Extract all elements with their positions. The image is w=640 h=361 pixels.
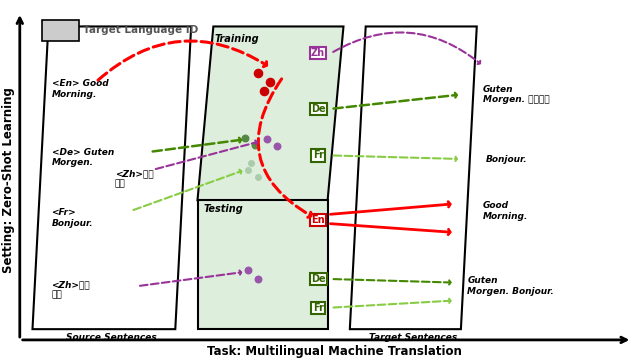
Point	[266, 79, 276, 85]
Polygon shape	[33, 26, 191, 329]
FancyArrowPatch shape	[259, 79, 311, 217]
FancyBboxPatch shape	[42, 20, 79, 41]
Text: <Zh>早上
好。: <Zh>早上 好。	[115, 169, 154, 188]
FancyArrowPatch shape	[333, 93, 457, 109]
FancyArrowPatch shape	[333, 32, 480, 64]
Point	[262, 136, 273, 142]
Point	[240, 135, 250, 140]
Text: Training: Training	[215, 34, 260, 44]
FancyArrowPatch shape	[333, 279, 451, 284]
Text: <En> Good
Morning.: <En> Good Morning.	[52, 79, 108, 99]
FancyArrowPatch shape	[153, 138, 241, 152]
Text: En: En	[311, 215, 325, 225]
Text: Bonjour.: Bonjour.	[486, 155, 528, 164]
Text: De: De	[311, 274, 325, 284]
Point	[259, 88, 269, 94]
Text: Zh: Zh	[311, 48, 325, 58]
Text: Testing: Testing	[204, 204, 244, 214]
Point	[243, 167, 253, 173]
FancyArrowPatch shape	[330, 224, 450, 235]
Text: Target Language ID: Target Language ID	[83, 25, 198, 35]
Point	[243, 267, 253, 273]
Text: <Fr>
Bonjour.: <Fr> Bonjour.	[52, 208, 93, 228]
FancyArrowPatch shape	[134, 170, 241, 210]
Point	[253, 70, 263, 76]
FancyArrowPatch shape	[98, 41, 267, 80]
Point	[253, 276, 263, 282]
Text: Good
Morning.: Good Morning.	[483, 201, 529, 221]
Text: Fr: Fr	[313, 151, 324, 160]
Text: <Zh>早上
好。: <Zh>早上 好。	[52, 280, 90, 300]
Text: Setting: Zero-Shot Learning: Setting: Zero-Shot Learning	[3, 88, 15, 273]
Text: Guten
Morgen. 早上好。: Guten Morgen. 早上好。	[483, 85, 550, 104]
Point	[253, 174, 263, 180]
Text: <De> Guten
Morgen.: <De> Guten Morgen.	[52, 148, 114, 167]
FancyArrowPatch shape	[333, 299, 451, 308]
Polygon shape	[198, 26, 344, 200]
Point	[250, 142, 260, 148]
Text: Fr: Fr	[313, 303, 324, 313]
Point	[246, 160, 257, 165]
Polygon shape	[198, 200, 328, 329]
Text: De: De	[311, 104, 325, 114]
FancyArrowPatch shape	[156, 140, 257, 169]
FancyArrowPatch shape	[333, 156, 457, 161]
Text: Guten
Morgen. Bonjour.: Guten Morgen. Bonjour.	[467, 277, 554, 296]
FancyArrowPatch shape	[330, 201, 450, 214]
Text: Source Sentences: Source Sentences	[67, 334, 157, 343]
Text: Target Sentences: Target Sentences	[369, 334, 458, 343]
FancyArrowPatch shape	[140, 270, 241, 286]
Polygon shape	[350, 26, 477, 329]
Text: Task: Multilingual Machine Translation: Task: Multilingual Machine Translation	[207, 345, 461, 358]
Point	[272, 144, 282, 149]
